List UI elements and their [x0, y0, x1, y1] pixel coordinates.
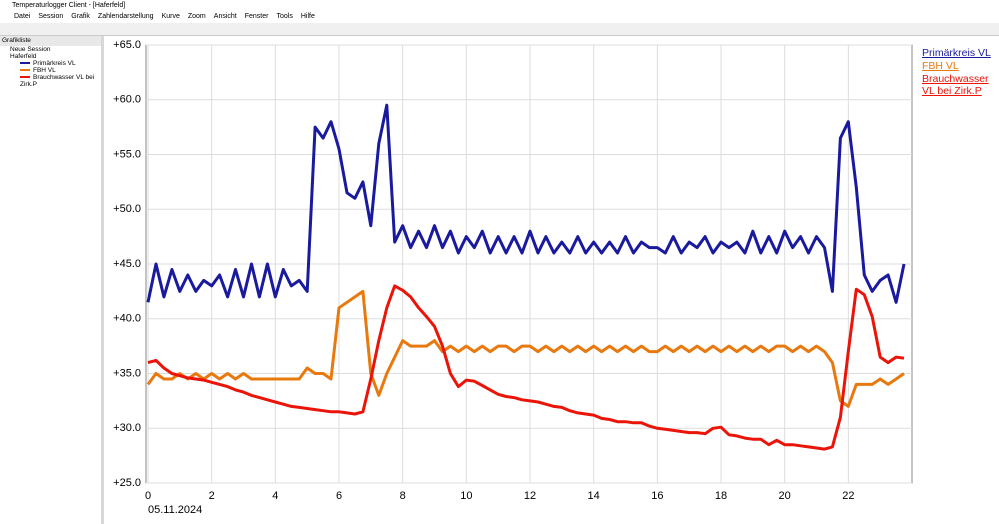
tree-label: Haferfeld: [10, 53, 37, 60]
y-tick-label: +45.0: [113, 258, 141, 270]
toolbar: [0, 23, 999, 36]
tree-item[interactable]: Neue Session: [0, 46, 101, 53]
data-line: [147, 284, 905, 451]
data-line: [146, 103, 906, 304]
tree-swatch: [20, 76, 30, 79]
panel-title[interactable]: Grafikliste: [0, 36, 101, 46]
y-tick-label: +60.0: [113, 94, 141, 106]
x-tick-label: 12: [524, 490, 536, 502]
legend-entry[interactable]: Brauchwasser VL bei Zirk.P: [922, 73, 989, 97]
legend-entry[interactable]: FBH VL: [922, 60, 959, 72]
x-tick-label: 8: [400, 490, 406, 502]
menu-item[interactable]: Datei: [14, 13, 31, 20]
y-tick-label: +65.0: [113, 39, 141, 51]
x-tick-label: 0: [145, 490, 151, 502]
menu-bar: Datei Session Grafik Zahlendarstellung Kurve…: [0, 11, 999, 23]
tree-item[interactable]: Brauchwasser VL bei Zirk.P: [0, 74, 101, 88]
x-tick-label: 22: [842, 490, 854, 502]
y-tick-label: +35.0: [113, 367, 141, 379]
y-tick-label: +25.0: [113, 477, 141, 489]
tree-item[interactable]: Primärkreis VL: [0, 60, 101, 67]
tree-item[interactable]: Haferfeld: [0, 53, 101, 60]
menu-item[interactable]: Kurve: [161, 13, 180, 20]
x-tick-label: 6: [336, 490, 342, 502]
legend-entry[interactable]: Primärkreis VL: [922, 47, 991, 59]
tree-swatch: [20, 62, 30, 65]
x-tick-label: 10: [460, 490, 472, 502]
y-tick-label: +55.0: [113, 148, 141, 160]
legend: Primärkreis VL FBH VL Brauchwasser VL bei …: [922, 47, 996, 98]
x-tick-label: 18: [715, 490, 727, 502]
menu-item[interactable]: Zoom: [187, 13, 206, 20]
tree-label: Neue Session: [10, 46, 51, 53]
tree-item[interactable]: FBH VL: [0, 67, 101, 74]
y-tick-label: +40.0: [113, 313, 141, 325]
x-tick-label: 14: [588, 490, 600, 502]
x-tick-label: 2: [209, 490, 215, 502]
x-tick-label: 4: [272, 490, 278, 502]
grid: [146, 44, 912, 484]
menu-item[interactable]: Hilfe: [300, 13, 315, 20]
window-title: Temperaturlogger Client - [Haferfeld]: [12, 2, 126, 9]
y-tick-label: +50.0: [113, 203, 141, 215]
menu-item[interactable]: Fenster: [244, 13, 269, 20]
data-line: [146, 289, 905, 408]
x-tick-label: 20: [779, 490, 791, 502]
menu-item[interactable]: Zahlendarstellung: [97, 13, 154, 20]
title-bar: Temperaturlogger Client - [Haferfeld]: [0, 0, 999, 11]
tree-swatch: [20, 69, 30, 72]
tree-label: Primärkreis VL: [33, 60, 76, 67]
tree-label: FBH VL: [33, 67, 56, 74]
menu-item[interactable]: Tools: [276, 13, 293, 20]
menu-item[interactable]: Grafik: [71, 13, 90, 20]
side-panel: Grafikliste Neue Session Haferfeld Primärk…: [0, 36, 104, 524]
x-start-label: 05.11.2024: [148, 504, 202, 516]
tree-label: Brauchwasser VL bei Zirk.P: [20, 74, 95, 88]
menu-item[interactable]: Session: [38, 13, 64, 20]
y-tick-label: +30.0: [113, 422, 141, 434]
x-tick-label: 16: [651, 490, 663, 502]
menu-item[interactable]: Ansicht: [213, 13, 237, 20]
